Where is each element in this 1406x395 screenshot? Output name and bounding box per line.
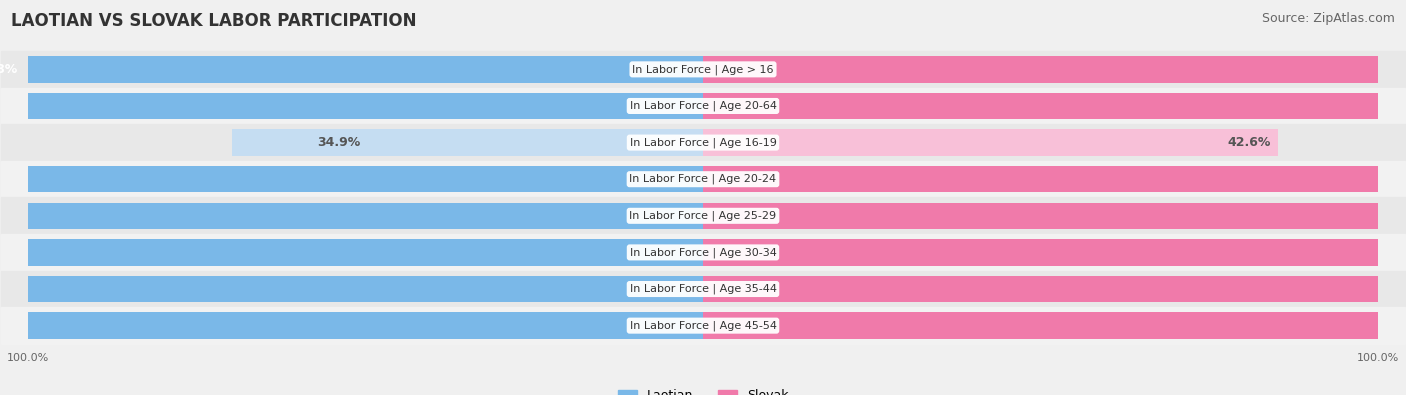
Bar (703, 239, 1406, 265)
Bar (703, 166, 1406, 192)
Text: In Labor Force | Age 35-44: In Labor Force | Age 35-44 (630, 284, 776, 294)
Text: Source: ZipAtlas.com: Source: ZipAtlas.com (1261, 12, 1395, 25)
Text: In Labor Force | Age 30-34: In Labor Force | Age 30-34 (630, 247, 776, 258)
Text: In Labor Force | Age 16-19: In Labor Force | Age 16-19 (630, 137, 776, 148)
Bar (1, 271, 1405, 307)
Text: In Labor Force | Age 20-24: In Labor Force | Age 20-24 (630, 174, 776, 184)
Bar (0, 56, 703, 83)
Bar (1, 198, 1405, 234)
Bar (0, 312, 703, 339)
Bar (703, 93, 1406, 119)
Text: 34.9%: 34.9% (316, 136, 360, 149)
Bar (1, 161, 1405, 198)
Bar (0, 93, 703, 119)
Bar (703, 203, 1406, 229)
Bar (0, 203, 703, 229)
Legend: Laotian, Slovak: Laotian, Slovak (613, 384, 793, 395)
Text: In Labor Force | Age 20-64: In Labor Force | Age 20-64 (630, 101, 776, 111)
Bar (0, 276, 703, 302)
Text: In Labor Force | Age > 16: In Labor Force | Age > 16 (633, 64, 773, 75)
Bar (0, 166, 703, 192)
Bar (232, 130, 703, 156)
Text: In Labor Force | Age 45-54: In Labor Force | Age 45-54 (630, 320, 776, 331)
Bar (703, 312, 1406, 339)
Bar (703, 56, 1406, 83)
Text: 65.8%: 65.8% (0, 63, 18, 76)
Bar (703, 276, 1406, 302)
Bar (1, 234, 1405, 271)
Bar (1, 124, 1405, 161)
Bar (1, 88, 1405, 124)
Text: 42.6%: 42.6% (1227, 136, 1271, 149)
Bar (0, 239, 703, 265)
Bar (703, 130, 1278, 156)
Bar (1, 51, 1405, 88)
Text: In Labor Force | Age 25-29: In Labor Force | Age 25-29 (630, 211, 776, 221)
Bar (1, 307, 1405, 344)
Text: LAOTIAN VS SLOVAK LABOR PARTICIPATION: LAOTIAN VS SLOVAK LABOR PARTICIPATION (11, 12, 416, 30)
